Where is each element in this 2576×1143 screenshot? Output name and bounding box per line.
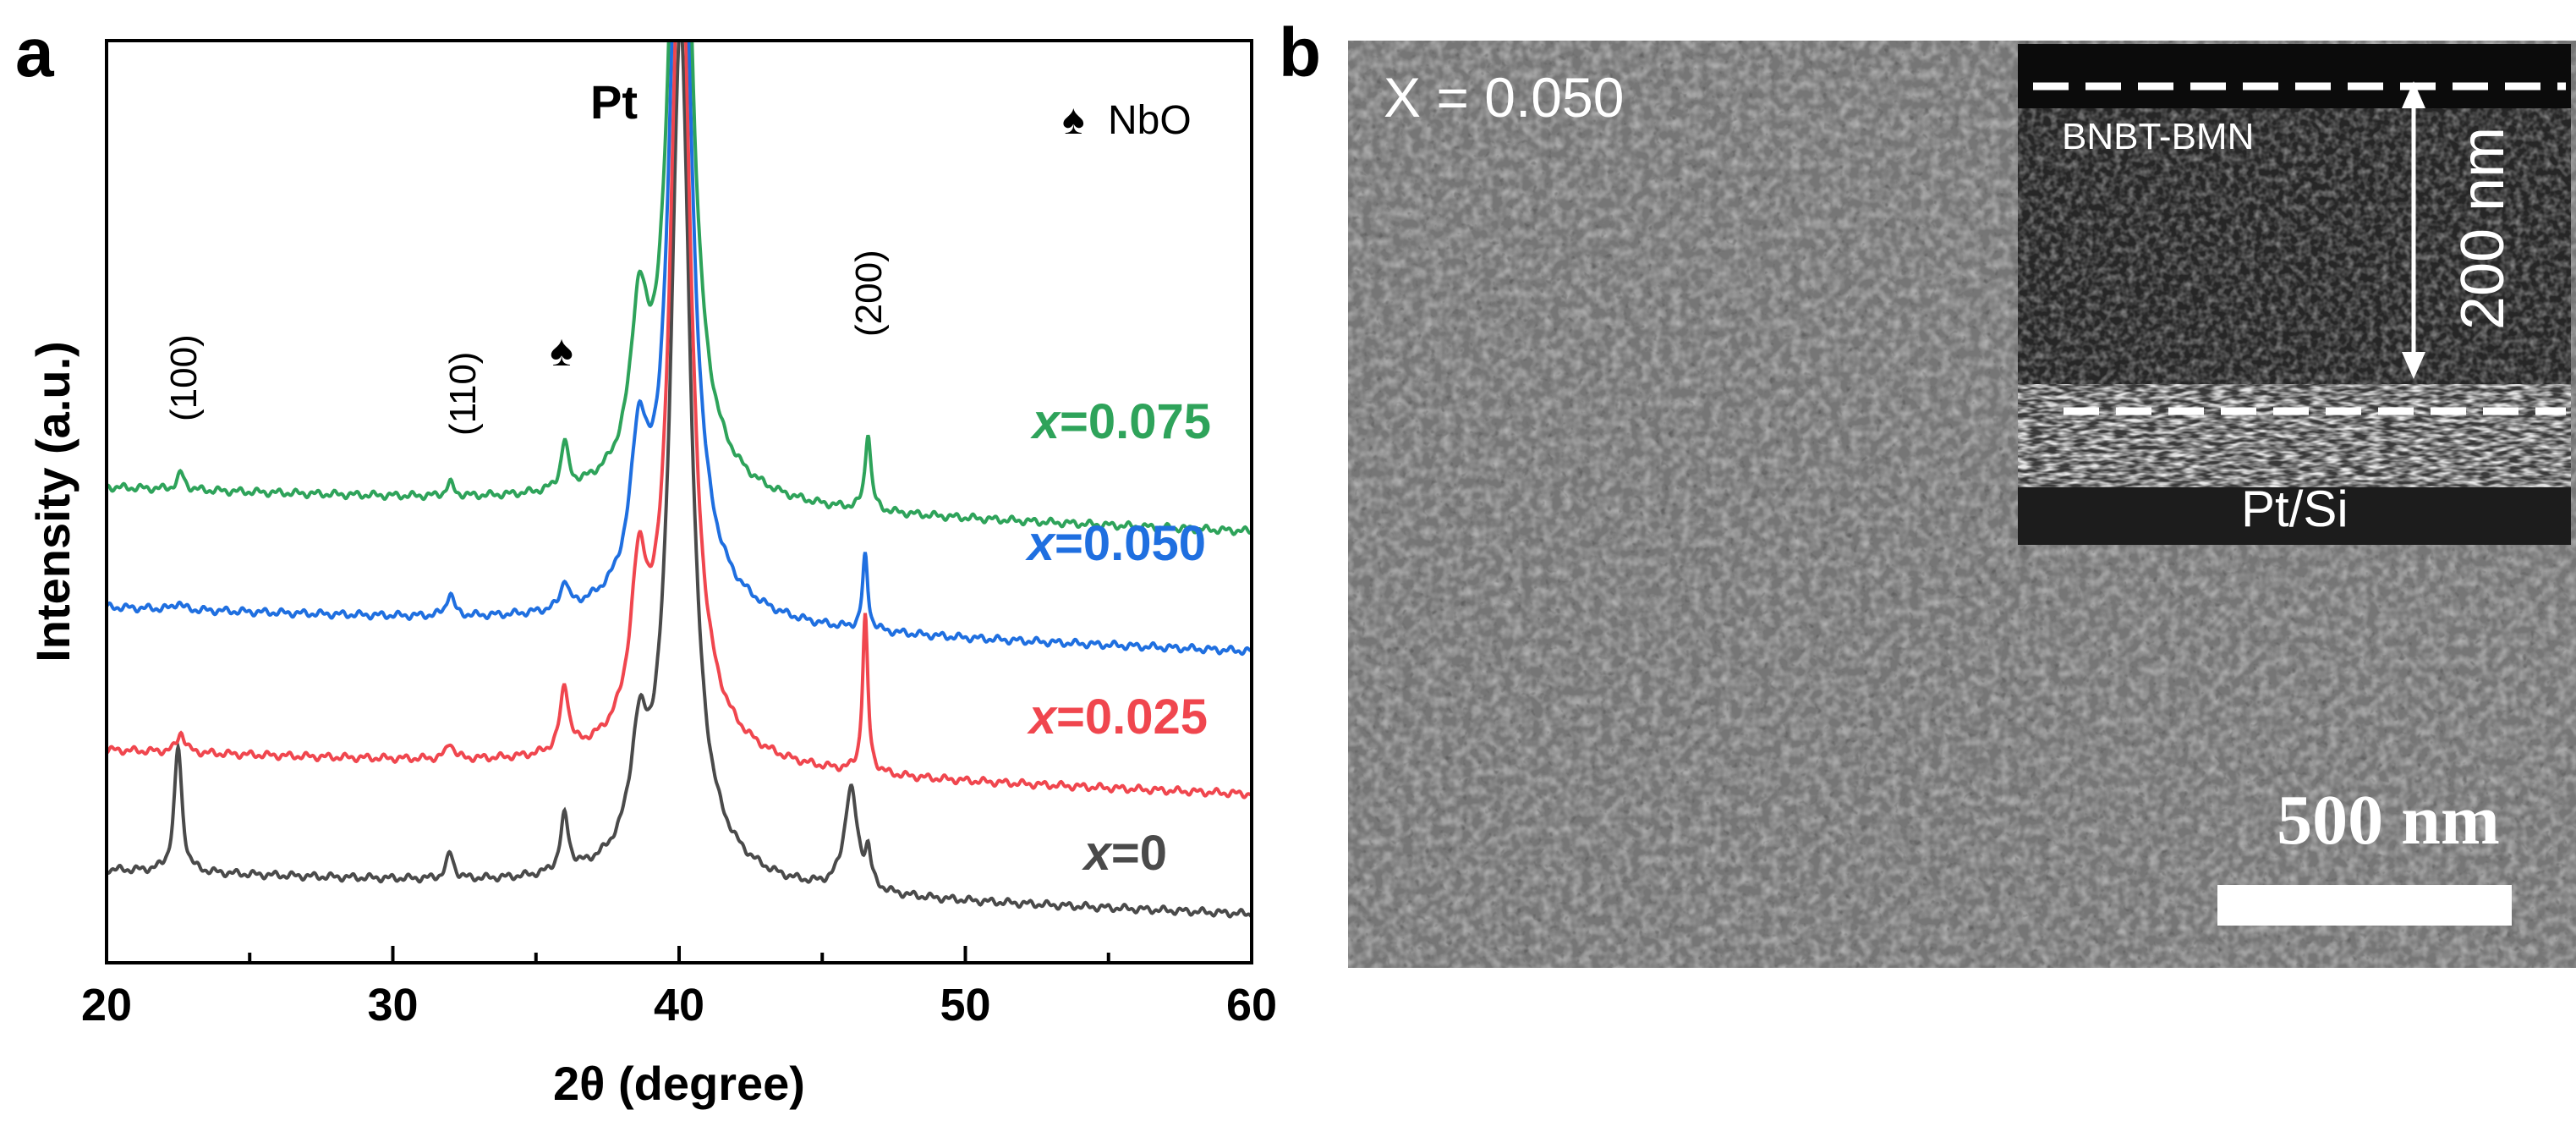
x-tick-label-50: 50 — [940, 980, 990, 1030]
panel-a-label: a — [15, 14, 55, 91]
series-label-x0025: x=0.025 — [1027, 690, 1208, 745]
legend: ♠ NbO — [1062, 96, 1192, 143]
scale-bar-label: 500 nm — [2277, 781, 2500, 860]
peak-label-pt: Pt — [590, 75, 638, 129]
x-tick-label-30: 30 — [367, 980, 418, 1030]
peak-label-200: (200) — [848, 250, 890, 337]
x-axis-ticks: 20 30 40 50 60 — [81, 946, 1277, 1030]
cross-section-inset: BNBT-BMN Pt/Si 200 nm — [2018, 44, 2571, 545]
thickness-arrow-bottom-head — [2402, 352, 2425, 379]
peak-label-110: (110) — [442, 352, 484, 436]
panel-b: b X = 0.050 BNBT-BMN Pt/Si 200 nm — [1279, 14, 2576, 968]
nbo-peak-marker: ♠ — [550, 327, 573, 376]
composition-label: X = 0.050 — [1384, 66, 1624, 129]
series-line-x0075 — [107, 41, 1252, 536]
legend-spade-icon: ♠ — [1062, 96, 1085, 143]
x-tick-label-40: 40 — [654, 980, 704, 1030]
thickness-label: 200 nm — [2449, 127, 2517, 330]
panel-a: a 20 30 40 50 60 2θ (degree) Intensity (a.u.… — [15, 14, 1277, 1110]
scale-bar-group: 500 nm — [2217, 781, 2512, 926]
substrate-label: Pt/Si — [2241, 481, 2349, 537]
panel-b-label: b — [1279, 14, 1321, 91]
series-label-x0075: x=0.075 — [1030, 394, 1211, 449]
x-tick-label-60: 60 — [1226, 980, 1277, 1030]
xrd-series-group — [107, 41, 1252, 919]
series-line-x0050 — [107, 41, 1252, 657]
plot-frame — [105, 39, 1253, 964]
series-label-x0050: x=0.050 — [1025, 516, 1206, 571]
x-tick-label-20: 20 — [81, 980, 132, 1030]
peak-label-100: (100) — [163, 334, 205, 421]
legend-nbo-text: NbO — [1108, 98, 1192, 143]
series-line-x0025 — [107, 41, 1252, 800]
series-label-x0: x=0 — [1082, 826, 1167, 881]
thickness-arrow-top-head — [2402, 81, 2425, 108]
series-line-x0 — [107, 41, 1252, 919]
film-label: BNBT-BMN — [2062, 116, 2254, 157]
scale-bar — [2217, 885, 2512, 926]
x-axis-label: 2θ (degree) — [553, 1057, 805, 1110]
y-axis-label: Intensity (a.u.) — [26, 341, 79, 662]
